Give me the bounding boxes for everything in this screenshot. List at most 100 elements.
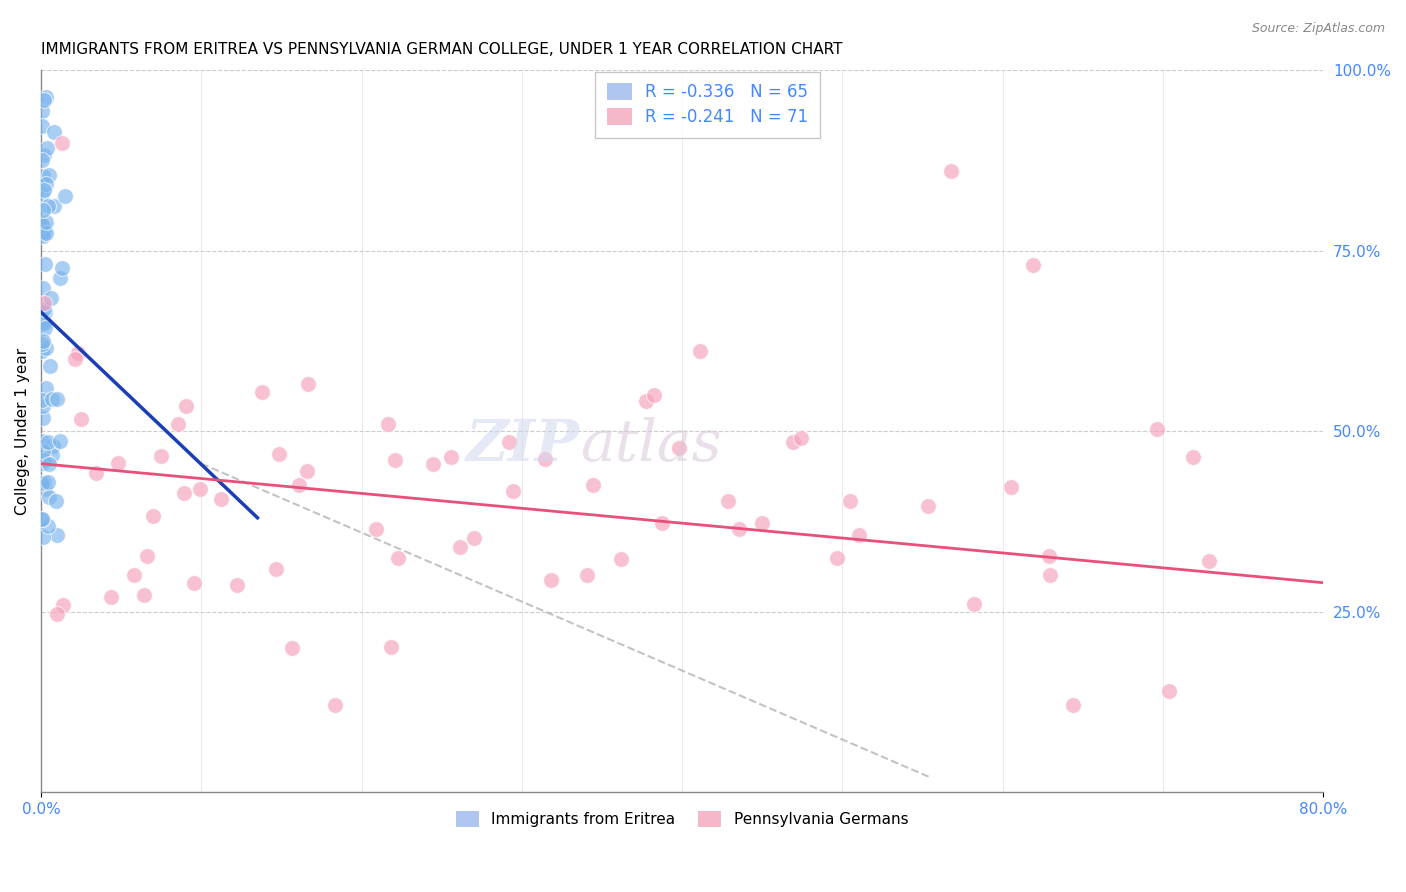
Point [848,528,870,542]
Point [31,153,53,167]
Point [34,475,56,489]
Point [31,218,53,232]
Point [576,568,599,582]
Point [51,260,73,275]
Point [32,456,55,470]
Point [32,225,55,239]
Point [39,292,62,306]
Point [581,477,603,491]
Point [790,431,813,445]
Point [225,578,247,592]
Point [32,169,55,184]
Point [209,491,232,506]
Point [32,411,55,425]
Point [31,187,53,202]
Point [939,164,962,178]
Point [643,388,665,402]
Point [38,458,60,472]
Point [728,522,751,536]
Point [34,483,56,497]
Point [264,562,287,576]
Point [1157,684,1180,698]
Point [387,550,409,565]
Point [38,490,60,504]
Point [32,281,55,295]
Y-axis label: College, Under 1 year: College, Under 1 year [15,348,30,515]
Point [31,120,53,134]
Text: atlas: atlas [579,417,721,474]
Point [31,317,53,331]
Point [34,301,56,316]
Point [1039,567,1062,582]
Point [32,296,55,310]
Point [42,439,65,453]
Point [37,519,59,533]
Point [32,229,55,244]
Point [53,189,76,203]
Point [463,531,485,545]
Point [34,226,56,240]
Point [449,540,471,554]
Point [502,483,524,498]
Point [38,169,60,183]
Point [610,552,633,566]
Point [34,257,56,271]
Point [825,550,848,565]
Point [84,467,107,481]
Point [295,464,318,478]
Point [838,494,860,508]
Point [34,320,56,334]
Point [31,202,53,217]
Point [35,215,58,229]
Point [39,359,62,374]
Point [166,417,188,431]
Point [1022,258,1045,272]
Point [1198,553,1220,567]
Point [49,434,72,449]
Legend: Immigrants from Eritrea, Pennsylvania Germans: Immigrants from Eritrea, Pennsylvania Ge… [449,804,915,835]
Point [267,448,290,462]
Point [651,516,673,530]
Point [42,199,65,213]
Point [32,223,55,237]
Point [37,434,59,449]
Point [34,183,56,197]
Point [31,334,53,348]
Point [136,549,159,563]
Point [34,305,56,319]
Point [149,449,172,463]
Point [498,435,520,450]
Point [963,597,986,611]
Point [31,219,53,233]
Point [41,448,63,462]
Point [34,93,56,107]
Point [142,508,165,523]
Point [46,607,69,621]
Point [31,444,53,458]
Point [34,341,56,355]
Point [122,567,145,582]
Point [31,336,53,351]
Point [31,434,53,448]
Point [174,399,197,413]
Point [1062,698,1084,713]
Point [32,316,55,330]
Point [31,399,53,413]
Text: ZIP: ZIP [465,417,579,474]
Point [31,512,53,526]
Point [52,598,75,612]
Point [190,482,212,496]
Point [70,412,93,426]
Point [173,485,195,500]
Point [63,351,86,366]
Point [51,136,73,150]
Point [31,344,53,359]
Point [422,457,444,471]
Point [35,90,58,104]
Text: IMMIGRANTS FROM ERITREA VS PENNSYLVANIA GERMAN COLLEGE, UNDER 1 YEAR CORRELATION: IMMIGRANTS FROM ERITREA VS PENNSYLVANIA … [41,42,842,57]
Point [37,199,59,213]
Point [32,148,55,162]
Point [380,640,402,654]
Point [366,522,388,536]
Point [252,385,274,400]
